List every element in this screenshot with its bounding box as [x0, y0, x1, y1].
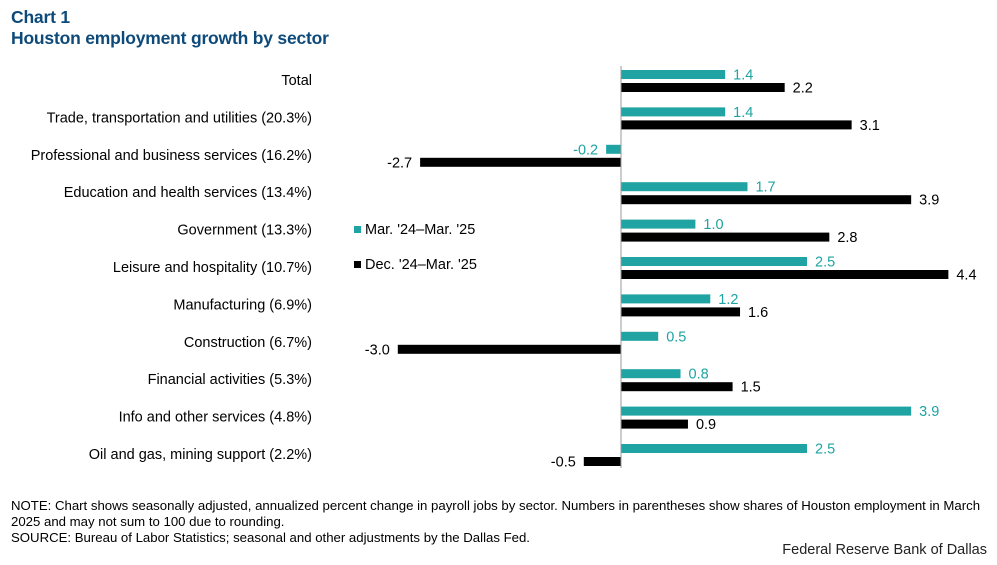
category-label: Construction (6.7%)	[184, 335, 312, 351]
data-label-series-2: 0.9	[696, 417, 716, 433]
chart-header: Chart 1 Houston employment growth by sec…	[11, 7, 329, 49]
data-label-series-2: 3.1	[860, 118, 880, 134]
bar-series-1	[621, 219, 696, 229]
legend-swatch-series-1	[354, 226, 361, 233]
data-label-series-2: -2.7	[387, 155, 412, 171]
bar-series-2	[621, 195, 912, 205]
bar-series-1	[621, 444, 807, 453]
data-label-series-1: 1.7	[755, 180, 775, 196]
legend-label-series-2: Dec. '24–Mar. '25	[365, 257, 477, 273]
bar-series-2	[397, 344, 621, 354]
category-label: Info and other services (4.8%)	[119, 410, 312, 426]
bar-series-1	[606, 144, 621, 154]
chart-number: Chart 1	[11, 7, 70, 27]
data-label-series-1: 1.2	[718, 292, 738, 308]
chart-credit: Federal Reserve Bank of Dallas	[782, 542, 987, 558]
category-label: Leisure and hospitality (10.7%)	[113, 260, 312, 276]
data-label-series-2: 2.8	[837, 230, 857, 246]
bar-series-1	[621, 294, 711, 304]
bar-series-2	[621, 419, 688, 429]
data-label-series-1: 0.8	[689, 367, 709, 383]
bar-series-2	[583, 457, 621, 466]
data-label-series-2: 4.4	[956, 268, 976, 284]
bar-series-2	[621, 83, 785, 92]
bar-series-2	[621, 232, 830, 242]
bar-series-2	[621, 307, 741, 317]
bar-series-1	[621, 331, 659, 341]
chart-source: SOURCE: Bureau of Labor Statistics; seas…	[11, 530, 530, 545]
data-label-series-1: -0.2	[573, 142, 598, 158]
data-label-series-2: 2.2	[793, 81, 813, 97]
bar-series-1	[621, 182, 748, 192]
chart-note: NOTE: Chart shows seasonally adjusted, a…	[11, 498, 981, 529]
category-label: Education and health services (13.4%)	[64, 185, 312, 201]
category-label: Total	[281, 73, 312, 89]
data-label-series-1: 1.4	[733, 105, 753, 121]
data-label-series-1: 1.0	[703, 217, 723, 233]
data-label-series-2: 1.5	[741, 380, 761, 396]
bar-series-2	[621, 382, 733, 392]
data-label-series-1: 2.5	[815, 255, 835, 271]
bar-series-2	[621, 120, 852, 130]
legend-label-series-1: Mar. '24–Mar. '25	[365, 222, 475, 238]
bar-series-2	[420, 157, 621, 167]
data-label-series-2: 1.6	[748, 305, 768, 321]
data-label-series-1: 2.5	[815, 442, 835, 458]
bar-chart: Total 1.4 2.2 Trade, transportation and uti…	[31, 66, 977, 471]
category-label: Government (13.3%)	[177, 223, 312, 239]
bar-series-1	[621, 406, 912, 416]
chart-title: Houston employment growth by sector	[11, 28, 329, 48]
category-label: Professional and business services (16.2…	[31, 148, 312, 164]
data-label-series-1: 3.9	[919, 404, 939, 420]
bar-series-2	[621, 270, 949, 279]
data-label-series-2: -0.5	[551, 455, 576, 471]
data-label-series-1: 0.5	[666, 329, 686, 345]
bar-series-1	[621, 257, 807, 266]
category-label: Manufacturing (6.9%)	[173, 297, 312, 313]
legend-swatch-series-2	[354, 261, 361, 268]
category-label: Trade, transportation and utilities (20.…	[47, 110, 312, 126]
bar-series-1	[621, 107, 726, 117]
bar-series-1	[621, 70, 726, 79]
category-label: Financial activities (5.3%)	[148, 372, 312, 388]
data-label-series-2: -3.0	[365, 342, 390, 358]
bar-series-1	[621, 369, 681, 379]
category-label: Oil and gas, mining support (2.2%)	[89, 447, 312, 463]
data-label-series-1: 1.4	[733, 68, 753, 84]
data-label-series-2: 3.9	[919, 193, 939, 209]
